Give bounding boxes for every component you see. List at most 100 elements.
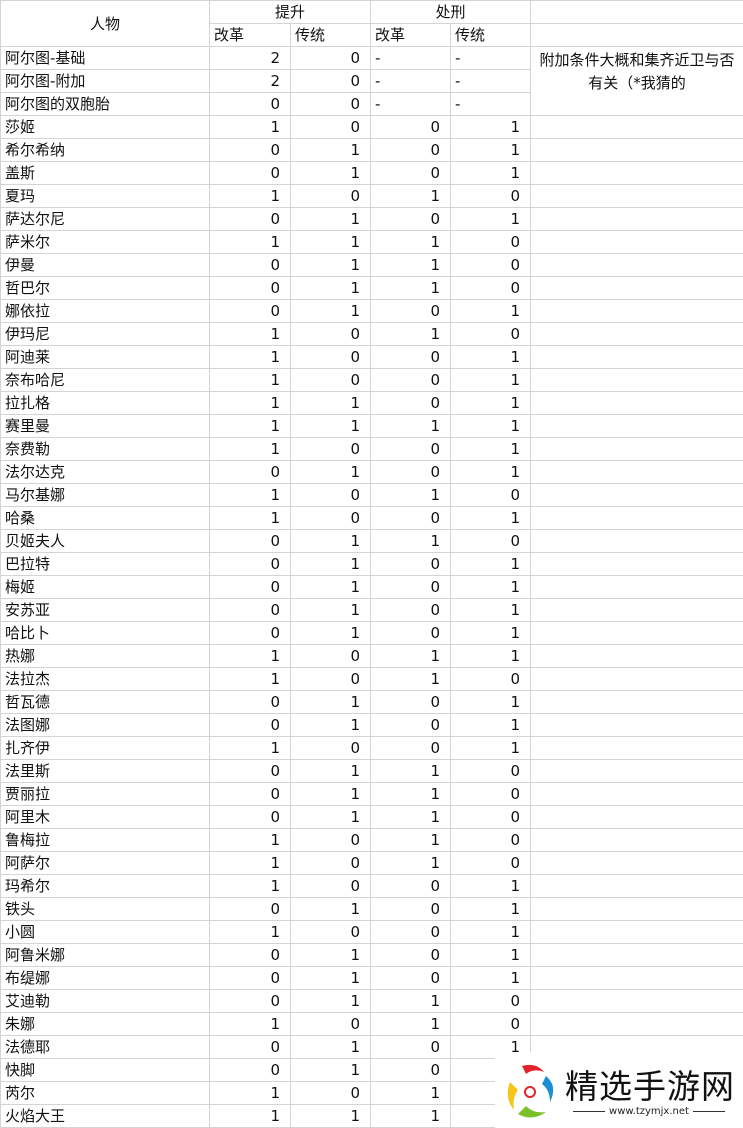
cell-execute-reform[interactable]: 0 [370,552,452,576]
cell-execute-reform[interactable]: 1 [370,851,452,875]
cell-execute-reform[interactable]: 0 [370,460,452,484]
cell-name[interactable]: 贝姬夫人 [0,529,210,553]
cell-execute-tradition[interactable]: 0 [450,759,532,783]
cell-name[interactable]: 阿里木 [0,805,210,829]
cell-promote-tradition[interactable]: 1 [289,253,372,277]
header-promote-tradition[interactable]: 传统 [289,23,372,47]
cell-name[interactable]: 芮尔 [0,1081,210,1105]
cell-execute-reform[interactable]: 0 [370,966,452,990]
header-execute-reform[interactable]: 改革 [370,23,452,47]
cell-promote-reform[interactable]: 1 [209,874,291,898]
cell-execute-reform[interactable]: 0 [370,713,452,737]
cell-promote-reform[interactable]: 1 [209,851,291,875]
cell-empty[interactable] [530,391,743,415]
cell-promote-tradition[interactable]: 1 [289,529,372,553]
cell-empty[interactable] [530,414,743,438]
cell-promote-tradition[interactable]: 0 [289,368,372,392]
cell-execute-reform[interactable]: - [370,92,452,116]
cell-execute-reform[interactable]: 0 [370,920,452,944]
cell-name[interactable]: 阿萨尔 [0,851,210,875]
cell-execute-tradition[interactable]: 0 [450,828,532,852]
cell-execute-tradition[interactable]: 1 [450,621,532,645]
cell-promote-tradition[interactable]: 1 [289,391,372,415]
cell-name[interactable]: 赛里曼 [0,414,210,438]
cell-name[interactable]: 铁头 [0,897,210,921]
cell-empty[interactable] [530,437,743,461]
header-empty-cell[interactable] [530,23,743,47]
cell-execute-reform[interactable]: 0 [370,943,452,967]
cell-promote-reform[interactable]: 0 [209,989,291,1013]
cell-name[interactable]: 奈费勒 [0,437,210,461]
cell-execute-reform[interactable]: 0 [370,598,452,622]
cell-name[interactable]: 朱娜 [0,1012,210,1036]
cell-execute-reform[interactable]: 1 [370,1081,452,1105]
cell-execute-tradition[interactable]: 1 [450,207,532,231]
cell-name[interactable]: 阿迪莱 [0,345,210,369]
cell-execute-reform[interactable]: 1 [370,276,452,300]
cell-execute-tradition[interactable]: 1 [450,736,532,760]
cell-execute-tradition[interactable]: 0 [450,851,532,875]
cell-promote-tradition[interactable]: 0 [289,874,372,898]
cell-promote-tradition[interactable]: 0 [289,46,372,70]
cell-promote-tradition[interactable]: 1 [289,782,372,806]
cell-execute-reform[interactable]: 0 [370,345,452,369]
cell-promote-reform[interactable]: 1 [209,483,291,507]
cell-execute-tradition[interactable]: 1 [450,414,532,438]
cell-promote-reform[interactable]: 0 [209,598,291,622]
cell-name[interactable]: 哲巴尔 [0,276,210,300]
cell-promote-tradition[interactable]: 1 [289,161,372,185]
cell-execute-reform[interactable]: 1 [370,805,452,829]
cell-execute-reform[interactable]: 0 [370,299,452,323]
cell-name[interactable]: 娜依拉 [0,299,210,323]
cell-promote-tradition[interactable]: 0 [289,69,372,93]
cell-promote-reform[interactable]: 0 [209,690,291,714]
cell-promote-tradition[interactable]: 0 [289,184,372,208]
cell-execute-tradition[interactable]: 1 [450,391,532,415]
cell-promote-tradition[interactable]: 0 [289,115,372,139]
cell-promote-reform[interactable]: 1 [209,1012,291,1036]
cell-name[interactable]: 萨米尔 [0,230,210,254]
cell-empty[interactable] [530,575,743,599]
cell-promote-tradition[interactable]: 1 [289,552,372,576]
cell-execute-reform[interactable]: 0 [370,575,452,599]
cell-execute-reform[interactable]: 0 [370,1035,452,1059]
cell-empty[interactable] [530,966,743,990]
cell-promote-tradition[interactable]: 0 [289,828,372,852]
cell-promote-reform[interactable]: 1 [209,1104,291,1128]
cell-empty[interactable] [530,690,743,714]
cell-execute-tradition[interactable]: 1 [450,920,532,944]
cell-promote-reform[interactable]: 2 [209,69,291,93]
cell-promote-tradition[interactable]: 1 [289,138,372,162]
cell-promote-tradition[interactable]: 0 [289,667,372,691]
cell-execute-reform[interactable]: - [370,46,452,70]
cell-execute-tradition[interactable]: 1 [450,437,532,461]
cell-empty[interactable] [530,322,743,346]
cell-empty[interactable] [530,552,743,576]
cell-promote-reform[interactable]: 1 [209,391,291,415]
cell-promote-reform[interactable]: 0 [209,943,291,967]
cell-execute-tradition[interactable]: 1 [450,943,532,967]
cell-promote-tradition[interactable]: 0 [289,1081,372,1105]
cell-execute-reform[interactable]: 1 [370,414,452,438]
cell-promote-reform[interactable]: 0 [209,759,291,783]
cell-promote-reform[interactable]: 0 [209,575,291,599]
cell-promote-reform[interactable]: 0 [209,713,291,737]
cell-promote-tradition[interactable]: 0 [289,506,372,530]
cell-promote-reform[interactable]: 1 [209,828,291,852]
cell-promote-tradition[interactable]: 1 [289,621,372,645]
cell-execute-reform[interactable]: 1 [370,230,452,254]
cell-execute-tradition[interactable]: 1 [450,874,532,898]
cell-promote-tradition[interactable]: 1 [289,1104,372,1128]
cell-empty[interactable] [530,851,743,875]
cell-execute-tradition[interactable]: 1 [450,506,532,530]
cell-promote-tradition[interactable]: 0 [289,92,372,116]
cell-promote-tradition[interactable]: 1 [289,299,372,323]
header-promote[interactable]: 提升 [208,0,372,24]
cell-promote-reform[interactable]: 1 [209,736,291,760]
cell-promote-reform[interactable]: 0 [209,207,291,231]
cell-execute-reform[interactable]: 1 [370,1012,452,1036]
header-execute-tradition[interactable]: 传统 [450,23,532,47]
cell-empty[interactable] [530,483,743,507]
cell-execute-tradition[interactable]: 0 [450,529,532,553]
cell-execute-tradition[interactable]: 1 [450,345,532,369]
